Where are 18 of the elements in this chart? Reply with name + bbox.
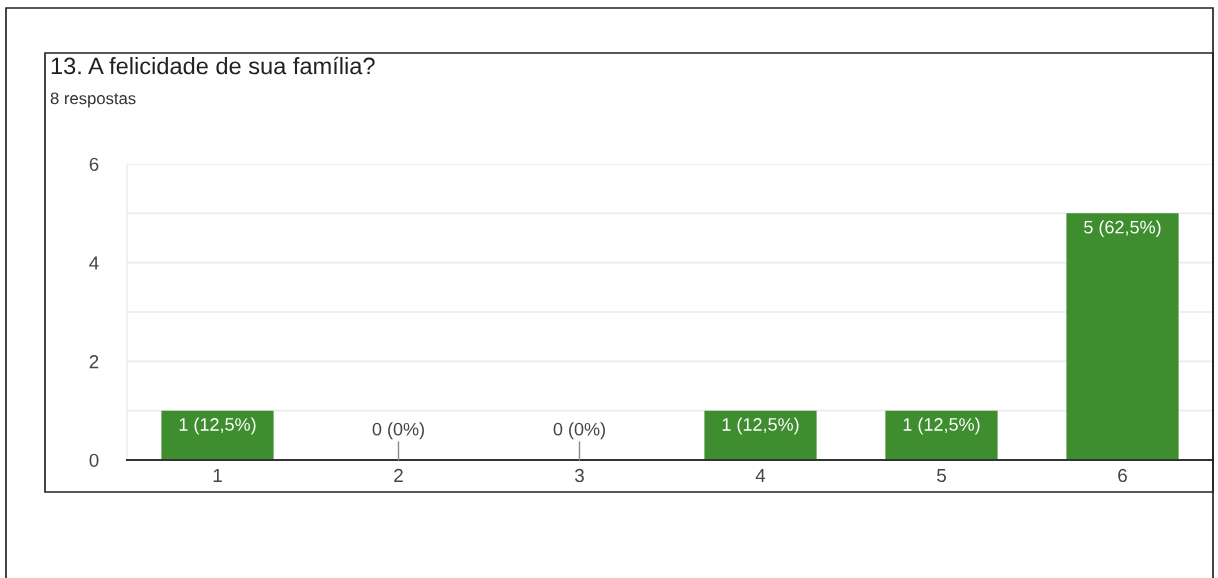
y-tick-label: 2 <box>89 355 99 369</box>
y-tick-label: 6 <box>89 157 99 171</box>
x-tick-label: 1 <box>213 469 222 482</box>
data-label: 0 (0%) <box>553 422 605 440</box>
x-tick-label: 4 <box>755 469 766 482</box>
x-tick-label: 6 <box>1118 468 1127 483</box>
y-tick-label: 4 <box>89 256 99 270</box>
data-label: 1 (12,5%) <box>722 417 799 435</box>
x-tick-label: 3 <box>575 468 584 483</box>
data-label: 1 (12,5%) <box>903 417 980 435</box>
data-label: 0 (0%) <box>372 422 424 440</box>
y-tick-label: 0 <box>89 453 99 467</box>
chart-title: 13. A felicidade de sua família? <box>51 56 375 75</box>
x-tick-label: 5 <box>937 469 946 483</box>
chart-subtitle: 8 respostas <box>50 92 136 108</box>
data-label: 1 (12,5%) <box>179 417 256 435</box>
data-label: 5 (62,5%) <box>1084 220 1161 238</box>
x-tick-label: 2 <box>394 468 403 482</box>
